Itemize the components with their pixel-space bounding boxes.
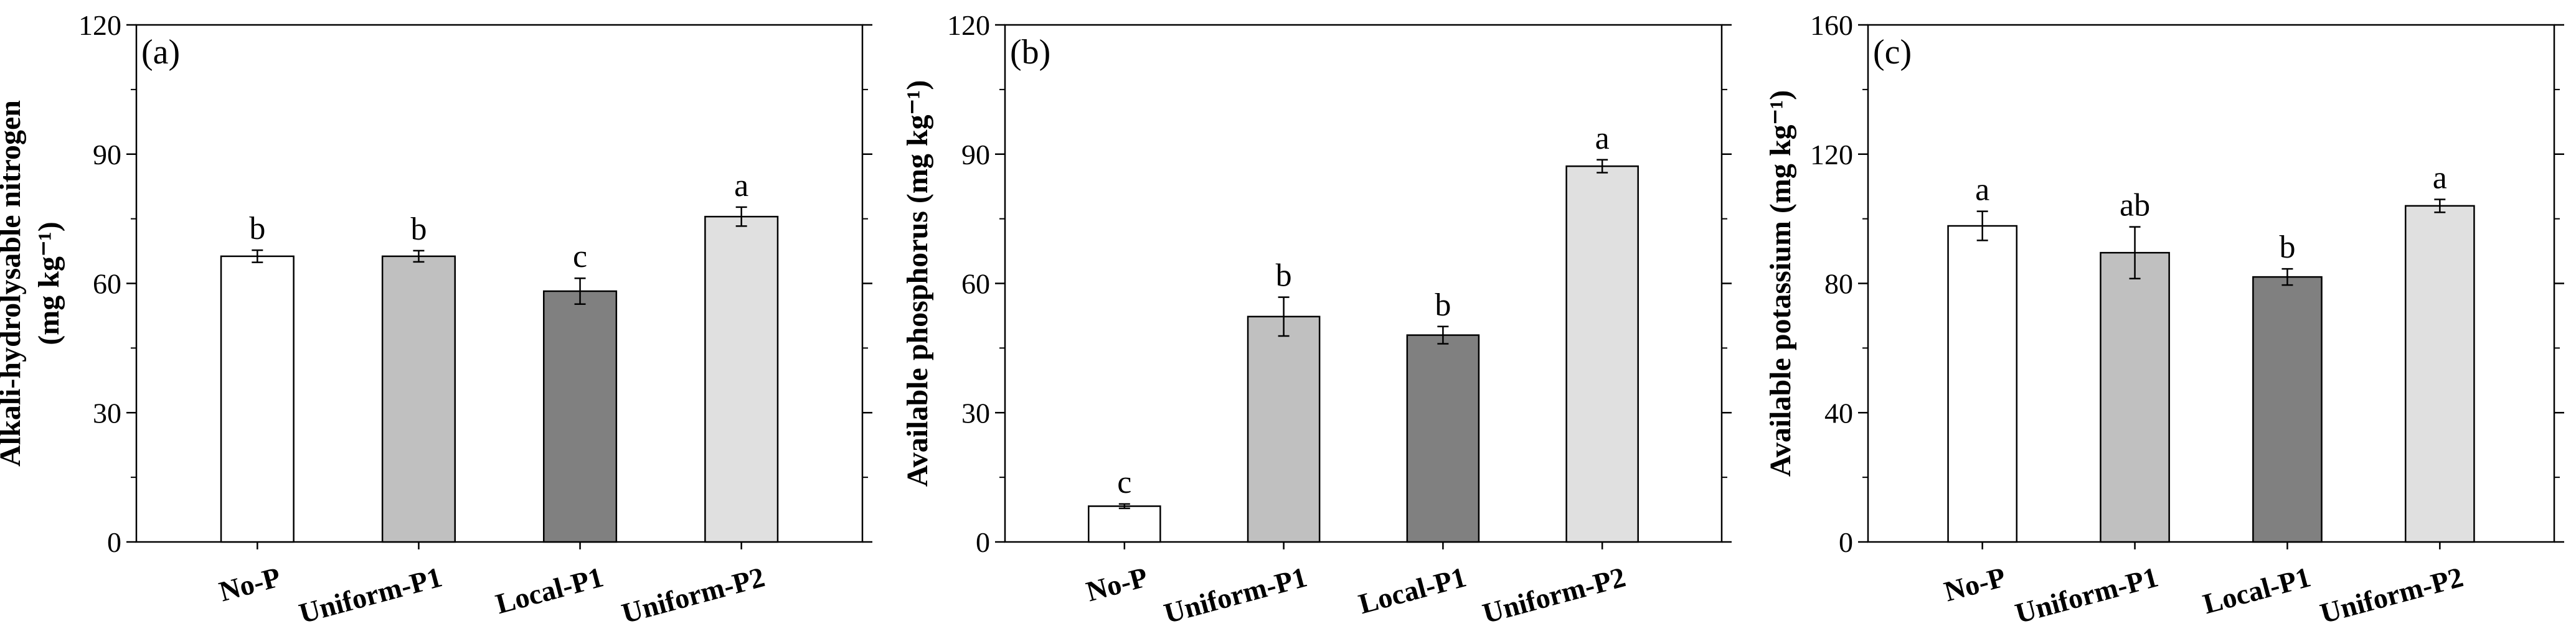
x-tick-label: Local-P1 <box>2200 561 2314 620</box>
significance-label: ab <box>2120 188 2150 223</box>
bar <box>2100 251 2170 543</box>
bar <box>220 255 295 543</box>
error-bar <box>1597 159 1608 174</box>
significance-label: a <box>734 168 748 203</box>
x-tick-label: No-P <box>215 561 283 607</box>
y-tick-label: 160 <box>1810 9 1853 41</box>
error-bar <box>2129 226 2141 279</box>
x-tick-label: Uniform-P1 <box>2012 561 2161 629</box>
y-tick-label: 90 <box>93 139 121 170</box>
x-tick-label: Local-P1 <box>1355 561 1469 620</box>
x-tick-label: Uniform-P1 <box>1161 561 1310 629</box>
y-axis-label: Alkali-hydrolysable nitrogen <box>0 100 27 467</box>
y-tick-label: 0 <box>1839 526 1853 558</box>
y-tick-label: 30 <box>961 397 990 429</box>
bar <box>1088 505 1161 543</box>
y-tick-label: 0 <box>107 526 121 558</box>
x-tick-label: Uniform-P1 <box>296 561 445 629</box>
significance-label: a <box>1975 172 1989 208</box>
bar <box>2252 276 2323 543</box>
panel-label: (c) <box>1873 33 1912 72</box>
y-tick-label: 120 <box>78 9 121 41</box>
bar <box>381 255 456 543</box>
panel-label: (b) <box>1010 33 1050 72</box>
significance-label: b <box>249 211 265 246</box>
bar <box>2404 205 2475 543</box>
y-tick-label: 60 <box>961 268 990 300</box>
error-bar <box>2434 198 2446 213</box>
y-tick-label: 120 <box>947 9 990 41</box>
significance-label: c <box>1117 465 1131 500</box>
error-bar <box>2281 268 2293 286</box>
error-bar <box>252 249 263 263</box>
bar <box>543 290 618 543</box>
error-bar <box>1118 503 1130 510</box>
error-bar <box>735 206 747 227</box>
significance-label: c <box>573 239 587 274</box>
bar <box>1247 315 1321 543</box>
x-tick-label: Uniform-P2 <box>2317 561 2466 629</box>
x-tick-label: Uniform-P2 <box>1479 561 1629 629</box>
error-bar <box>574 277 586 305</box>
y-tick-label: 30 <box>93 397 121 429</box>
x-tick-label: Uniform-P2 <box>618 561 768 629</box>
y-axis-label: Available phosphorus (mg kg⁻¹) <box>901 80 934 487</box>
y-axis-label: (mg kg⁻¹) <box>32 222 65 345</box>
error-bar <box>1976 210 1988 241</box>
error-bar <box>1437 325 1449 345</box>
y-tick-label: 40 <box>1824 397 1853 429</box>
significance-label: b <box>1276 258 1292 294</box>
y-axis-label: Available potassium (mg kg⁻¹) <box>1764 90 1797 477</box>
significance-label: a <box>2433 160 2447 195</box>
significance-label: b <box>2279 230 2295 265</box>
y-tick-label: 80 <box>1824 268 1853 300</box>
y-tick-label: 120 <box>1810 139 1853 170</box>
bar <box>704 215 779 543</box>
x-tick-label: No-P <box>1941 561 2009 607</box>
significance-label: b <box>1435 287 1451 323</box>
x-tick-label: No-P <box>1083 561 1151 607</box>
y-tick-label: 90 <box>961 139 990 170</box>
significance-label: a <box>1595 121 1610 156</box>
bar <box>1406 334 1480 543</box>
x-tick-label: Local-P1 <box>493 561 606 620</box>
error-bar <box>413 250 425 263</box>
error-bar <box>1278 296 1290 337</box>
bar <box>1565 165 1639 543</box>
significance-label: b <box>410 212 427 247</box>
y-tick-label: 0 <box>976 526 990 558</box>
bar <box>1947 225 2018 543</box>
y-tick-label: 60 <box>93 268 121 300</box>
panel-label: (a) <box>141 33 180 72</box>
